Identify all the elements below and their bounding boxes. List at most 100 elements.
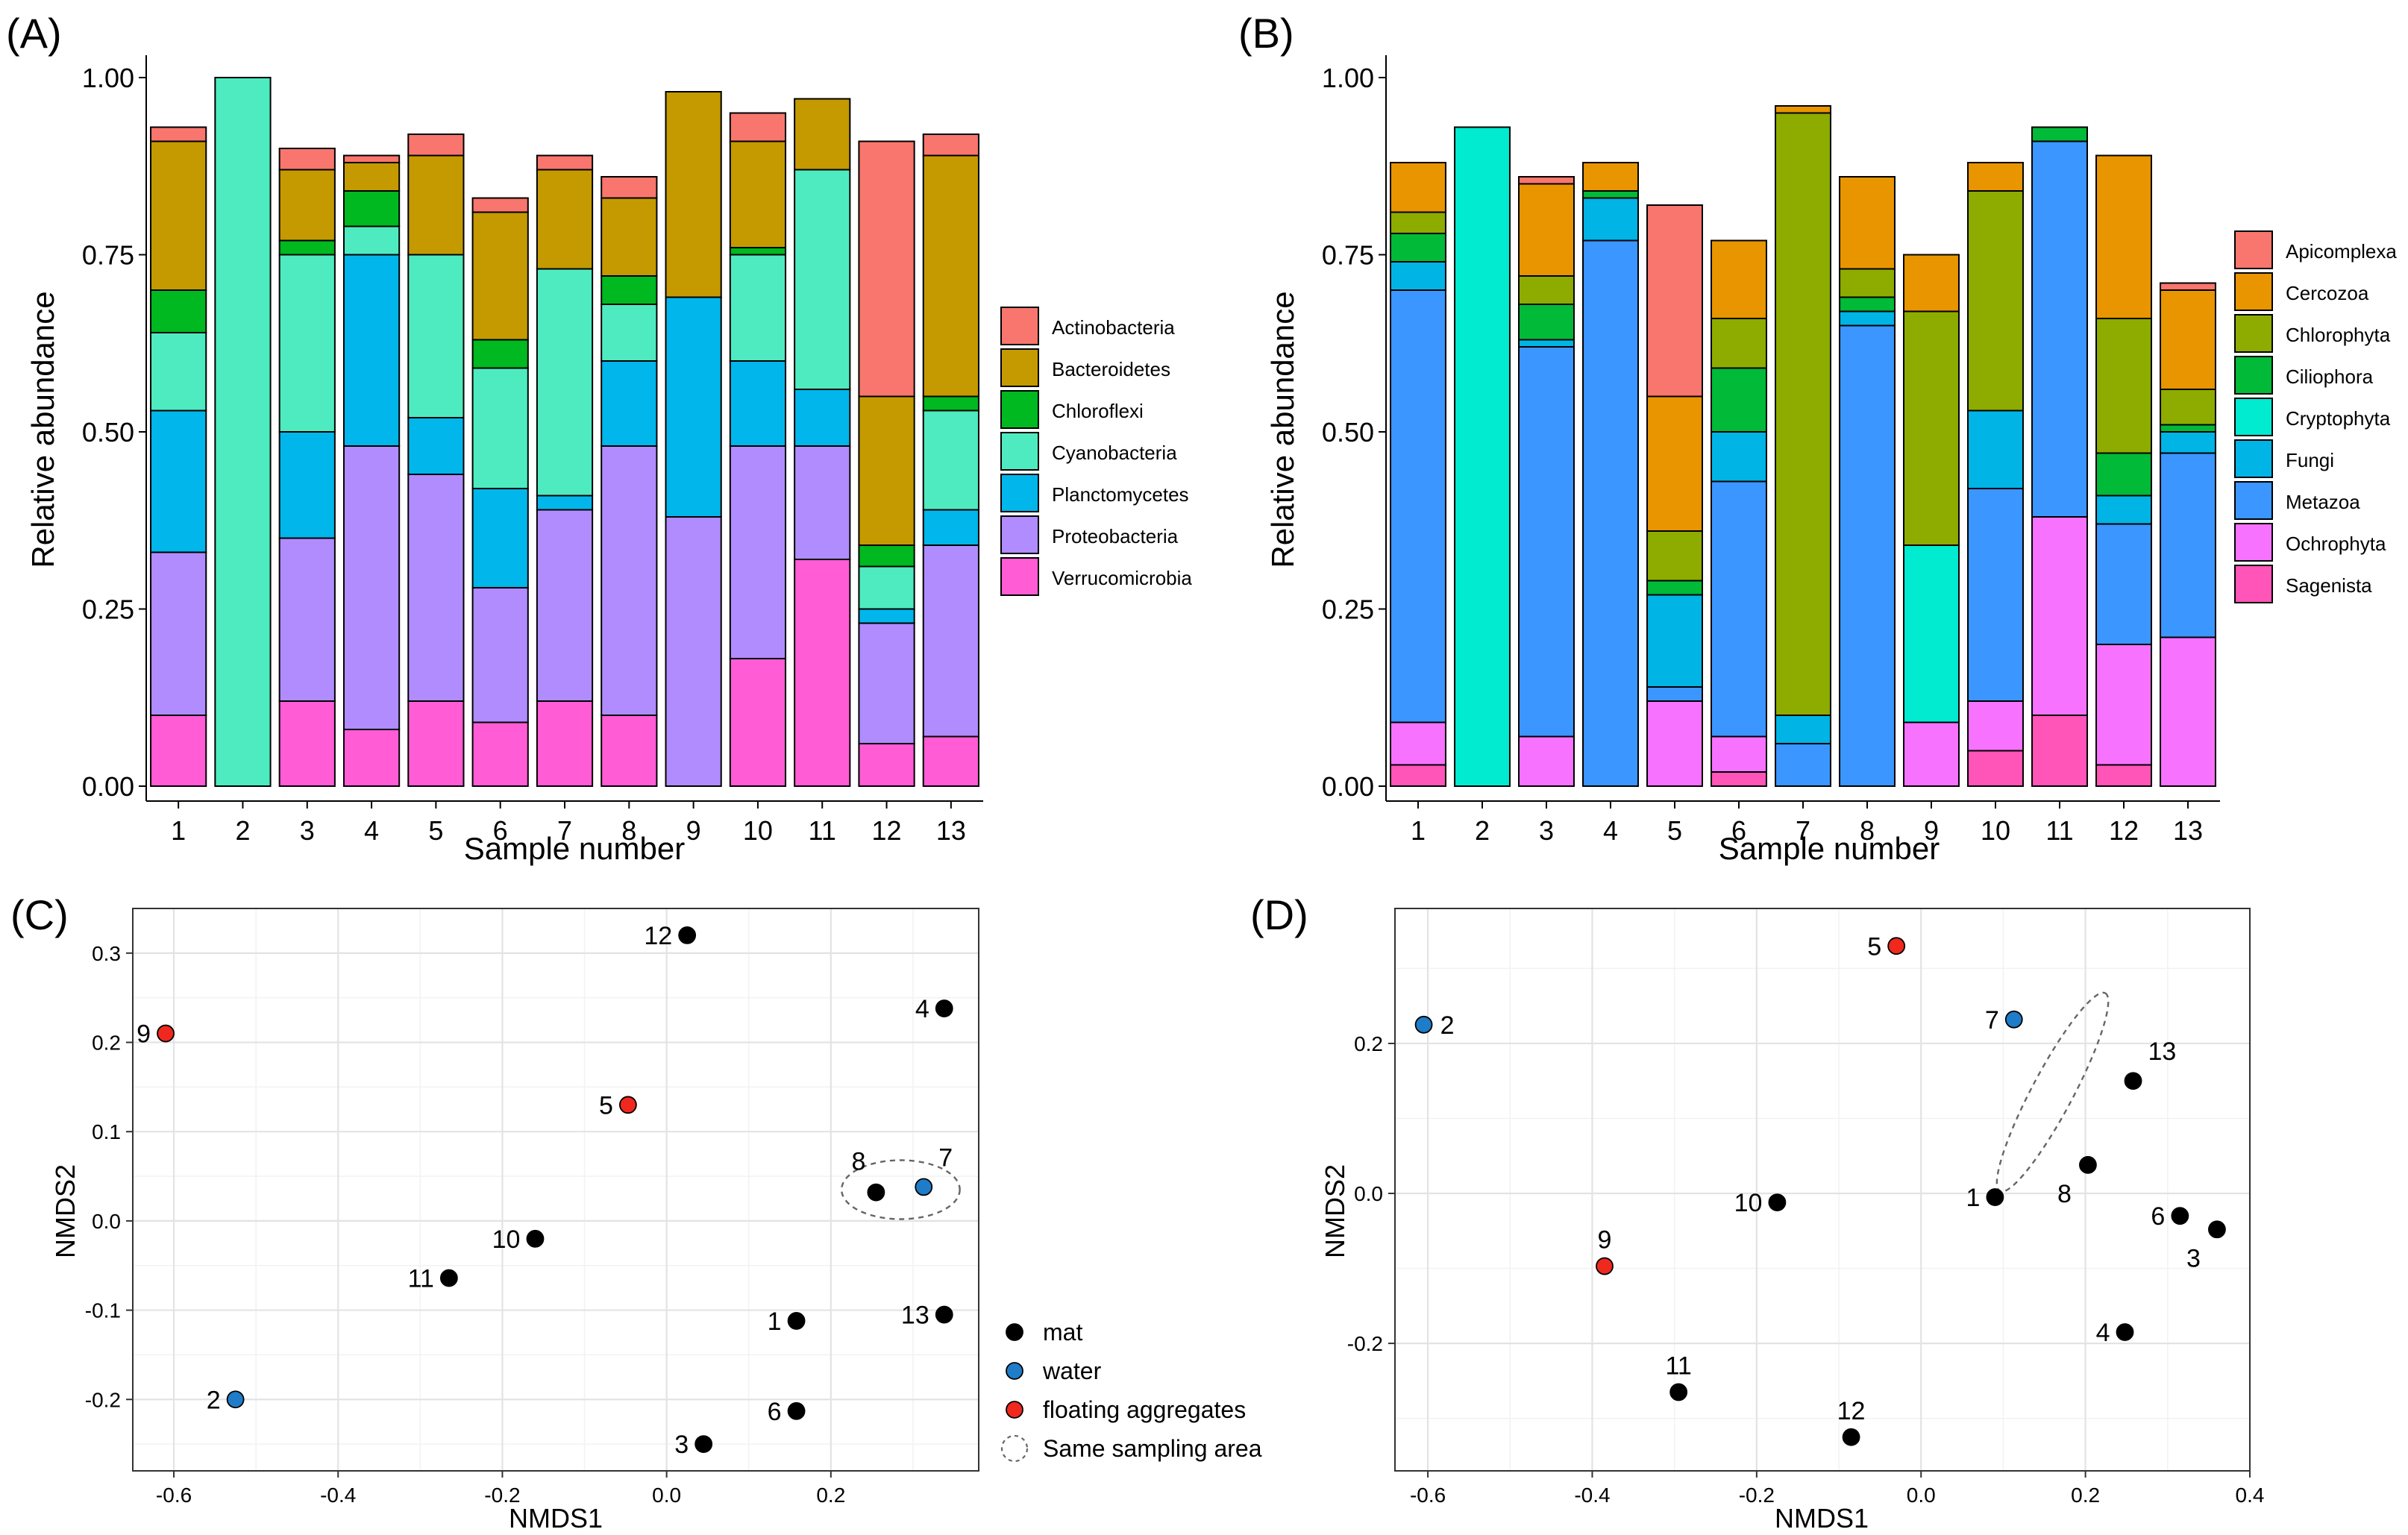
legend-label-water: water [1042, 1357, 1102, 1384]
point-label-9: 9 [137, 1020, 151, 1049]
point-sample-9 [1596, 1257, 1614, 1275]
y-tick-label-c: 0.0 [92, 1210, 121, 1233]
y-tick-label-c: -0.2 [85, 1388, 121, 1411]
bar-segment-ochrophyta [2095, 644, 2152, 766]
bar-segment-chlorophyta [1967, 190, 2024, 412]
x-tick-label-b: 6 [1731, 815, 1746, 846]
legend-label-sagenista: Sagenista [2286, 574, 2372, 597]
bar-segment-chloroflexi [858, 544, 915, 568]
legend-label-verrucomicrobia: Verrucomicrobia [1052, 567, 1192, 589]
x-axis-label-d: NMDS1 [1775, 1503, 1869, 1534]
bar-segment-verrucomicrobia [342, 729, 401, 787]
x-tick-label-d: -0.2 [1739, 1484, 1775, 1507]
bar-segment-actinobacteria [407, 134, 465, 157]
x-tick-label-b: 5 [1667, 815, 1682, 846]
y-tick-label-c: 0.3 [92, 942, 121, 965]
bar-segment-sagenista [2095, 764, 2152, 787]
bar-segment-chlorophyta [1646, 530, 1703, 582]
bar-segment-cyanobacteria [729, 254, 787, 362]
bar-segment-chlorophyta [2160, 389, 2216, 426]
bar-segment-metazoa [2095, 523, 2152, 645]
x-tick-label-a: 13 [936, 815, 966, 846]
bar-segment-bacteroidetes [858, 395, 915, 546]
point-label-6: 6 [2151, 1202, 2165, 1231]
legend-swatch-ciliophora [2234, 356, 2273, 395]
legend-label-bacteroidetes: Bacteroidetes [1052, 358, 1170, 380]
bar-segment-ciliophora [1646, 580, 1703, 596]
bar-segment-cercozoa [1646, 395, 1703, 532]
bar-segment-actinobacteria [858, 140, 915, 398]
point-sample-5 [1887, 937, 1906, 955]
point-label-2: 2 [207, 1386, 221, 1414]
bar-segment-cercozoa [1839, 176, 1896, 270]
bar-segment-cercozoa [1711, 239, 1767, 319]
bar-segment-sagenista [1711, 771, 1767, 787]
y-tick-label-a: 0.25 [82, 594, 134, 625]
point-label-10: 10 [492, 1225, 521, 1254]
y-tick-label-c: -0.1 [85, 1299, 121, 1322]
bar-segment-proteobacteria [729, 445, 787, 659]
panel-label-b: (B) [1238, 10, 1294, 57]
legend-swatch-ochrophyta [2234, 523, 2273, 562]
bar-segment-verrucomicrobia [471, 721, 529, 787]
x-tick-label-c: -0.4 [320, 1484, 356, 1507]
legend-swatch-apicomplexa [2234, 230, 2273, 269]
bar-segment-proteobacteria [278, 537, 336, 702]
bar-segment-chloroflexi [278, 239, 336, 256]
x-tick-label-a: 11 [809, 815, 836, 846]
y-tick-label-b: 0.50 [1322, 417, 1374, 448]
legend-ellipse-icon [1000, 1434, 1029, 1463]
bar-segment-cyanobacteria [922, 409, 979, 511]
x-tick-label-c: -0.2 [484, 1484, 520, 1507]
x-tick-label-b: 3 [1539, 815, 1554, 846]
bar-segment-apicomplexa [1646, 204, 1703, 398]
x-tick-label-c: 0.0 [652, 1484, 681, 1507]
bar-segment-chlorophyta [1518, 275, 1575, 305]
x-tick-label-d: 0.0 [1907, 1484, 1936, 1507]
bar-segment-verrucomicrobia [601, 715, 658, 787]
x-tick-label-a: 6 [493, 815, 508, 846]
bar-segment-fungi [2160, 431, 2216, 454]
bar-segment-verrucomicrobia [794, 559, 851, 787]
y-tick-label-a: 0.50 [82, 417, 134, 448]
x-tick-label-a: 4 [364, 815, 379, 846]
bar-segment-proteobacteria [342, 445, 401, 730]
bar-segment-chloroflexi [150, 289, 207, 333]
point-label-1: 1 [1966, 1184, 1980, 1212]
point-sample-7 [915, 1178, 933, 1196]
bar-segment-proteobacteria [471, 587, 529, 723]
x-tick-label-c: -0.6 [156, 1484, 192, 1507]
point-sample-7 [2004, 1010, 2023, 1029]
point-label-11: 11 [408, 1264, 434, 1293]
panel-b: (B) 0.000.250.500.751.001 2 3 4 5 6 7 8 9 10 11 12 1… [1238, 10, 2397, 866]
bar-segment-ochrophyta [1518, 735, 1575, 787]
plot-background-d [1395, 908, 2250, 1471]
legend-label-metazoa: Metazoa [2286, 491, 2360, 513]
x-tick-label-c: 0.2 [816, 1484, 845, 1507]
bar-segment-cyanobacteria [214, 77, 272, 787]
y-axis-label-c: NMDS2 [50, 1164, 81, 1258]
bar-segment-ochrophyta [1903, 721, 1960, 787]
bar-segment-cercozoa [2160, 289, 2216, 390]
bar-segment-fungi [1582, 197, 1639, 242]
legend-swatch-proteobacteria [1000, 515, 1039, 554]
legend-label-planctomycetes: Planctomycetes [1052, 483, 1189, 506]
bar-segment-metazoa [1967, 488, 2024, 702]
y-axis-label-b: Relative abundance [1265, 291, 1300, 568]
bar-segment-cyanobacteria [601, 304, 658, 362]
bar-segment-bacteroidetes [342, 162, 401, 192]
bar-segment-cyanobacteria [536, 268, 594, 497]
legend-label-cryptophyta: Cryptophyta [2286, 407, 2391, 430]
bar-segment-metazoa [1582, 239, 1639, 787]
bar-segment-cercozoa [1582, 162, 1639, 192]
point-label-12: 12 [1837, 1397, 1866, 1425]
bar-segment-verrucomicrobia [150, 715, 207, 787]
x-tick-label-b: 4 [1603, 815, 1618, 846]
point-label-8: 8 [851, 1148, 865, 1176]
legend-swatch-cryptophyta [2234, 398, 2273, 436]
bar-segment-proteobacteria [601, 445, 658, 716]
y-axis-label-a: Relative abundance [25, 291, 60, 568]
point-sample-2 [226, 1390, 245, 1409]
point-sample-13 [2124, 1072, 2142, 1090]
bar-segment-ciliophora [2160, 424, 2216, 433]
